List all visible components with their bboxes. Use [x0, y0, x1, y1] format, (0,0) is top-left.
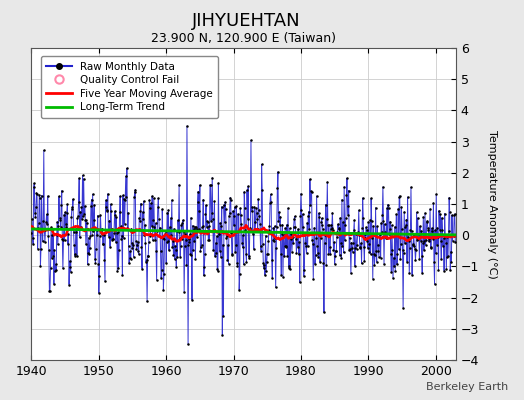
Y-axis label: Temperature Anomaly (°C): Temperature Anomaly (°C) — [487, 130, 497, 278]
Text: Berkeley Earth: Berkeley Earth — [426, 382, 508, 392]
Title: 23.900 N, 120.900 E (Taiwan): 23.900 N, 120.900 E (Taiwan) — [151, 32, 336, 46]
Legend: Raw Monthly Data, Quality Control Fail, Five Year Moving Average, Long-Term Tren: Raw Monthly Data, Quality Control Fail, … — [41, 56, 219, 118]
Text: JIHYUEHTAN: JIHYUEHTAN — [192, 12, 301, 30]
